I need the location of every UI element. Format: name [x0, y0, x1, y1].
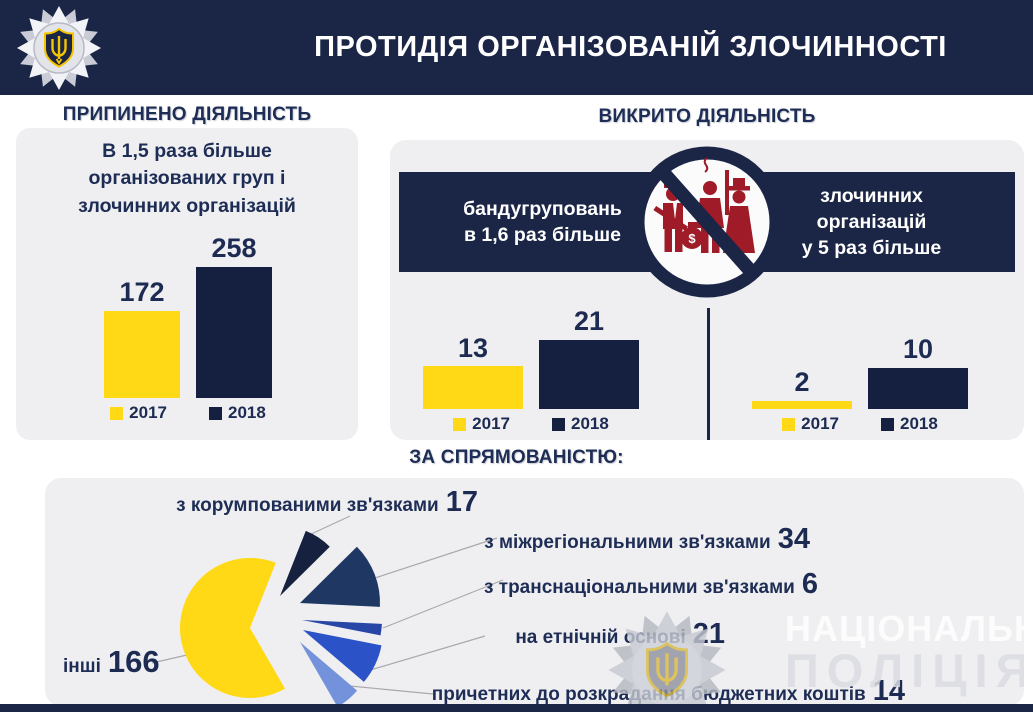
banner-right-line2: організацій: [816, 210, 927, 233]
pie-label-text: інші: [63, 656, 101, 677]
pie-chart: [151, 515, 504, 706]
banner-right-line1: злочинних: [820, 184, 923, 207]
pie-label-budget-embezzlement: причетних до розкрадання бюджетних кошті…: [432, 675, 905, 706]
legend-year-label: 2018: [228, 403, 266, 422]
page-title: ПРОТИДІЯ ОРГАНІЗОВАНІЙ ЗЛОЧИННОСТІ: [314, 31, 947, 63]
banner-left-text: бандугруповань в 1,6 раз більше: [425, 196, 660, 249]
bar-chart-stopped-activity: 172 258 2017 2018: [104, 234, 272, 423]
legend-item-2017: 2017: [453, 414, 510, 434]
legend-year-label: 2018: [571, 414, 609, 433]
banner-right-text: злочинних організацій у 5 раз більше: [754, 183, 989, 262]
bar-column-2017: 13: [423, 332, 523, 409]
pie-slice-14: [300, 642, 358, 706]
pie-label-others: інші 166: [63, 644, 160, 680]
pie-slices: [180, 530, 382, 706]
bar-column-2018: 21: [539, 307, 639, 409]
legend-year-label: 2017: [472, 414, 510, 433]
exposed-activity-card: бандугруповань в 1,6 раз більше злочинни…: [390, 140, 1024, 440]
pie-label-text: з транснаціональними зв'язками: [484, 577, 795, 598]
bars-row: 13 21: [423, 307, 639, 409]
pie-label-text: з міжрегіональними зв'язками: [484, 532, 771, 553]
legend-swatch: [110, 406, 124, 420]
header-bar: ПРОТИДІЯ ОРГАНІЗОВАНІЙ ЗЛОЧИННОСТІ: [0, 0, 1033, 95]
pie-slice-6: [302, 620, 382, 636]
bar-2017: [423, 366, 523, 409]
banner-right-line3: у 5 раз більше: [801, 237, 942, 260]
bars-row: 172 258: [104, 234, 272, 398]
pie-label-value: 6: [801, 568, 818, 600]
bar-value-label: 258: [211, 233, 257, 264]
stopped-activity-note: В 1,5 раза більше організованих груп і з…: [78, 140, 296, 217]
legend-item-2018: 2018: [881, 414, 938, 434]
legend-swatch: [453, 417, 467, 431]
bar-column-2018: 10: [868, 335, 968, 409]
bar-value-label: 172: [119, 276, 165, 307]
pie-label-text: на етнічній основі: [515, 627, 686, 648]
pie-label-value: 14: [872, 675, 905, 706]
vertical-divider: [707, 308, 710, 440]
pie-label-value: 17: [445, 486, 478, 518]
bar-column-2018: 258: [196, 234, 272, 398]
pie-label-corrupt-ties: з корумпованими зв'язками 17: [176, 486, 478, 519]
legend-item-2018: 2018: [209, 403, 266, 423]
svg-text:$: $: [688, 231, 696, 246]
bar-value-label: 13: [457, 332, 489, 363]
exposed-activity-heading: ВИКРИТО ДІЯЛЬНІСТЬ: [598, 106, 816, 127]
pie-slice-166: [180, 557, 285, 698]
chart-legend: 2017 2018: [110, 403, 266, 423]
pie-label-transnational-ties: з транснаціональними зв'язками 6: [484, 568, 818, 601]
legend-swatch: [209, 406, 222, 420]
banner-left-line1: бандугруповань: [463, 197, 622, 220]
trident-icon: [51, 36, 67, 65]
legend-year-label: 2017: [801, 414, 839, 433]
bar-column-2017: 172: [104, 276, 180, 398]
bar-column-2017: 2: [752, 367, 852, 409]
banner-left-line2: в 1,6 раз більше: [464, 224, 621, 246]
legend-swatch: [782, 417, 796, 431]
bar-value-label: 10: [902, 334, 934, 365]
stopped-activity-heading: ПРИПИНЕНО ДІЯЛЬНІСТЬ: [62, 104, 312, 125]
pie-slice-21: [303, 630, 382, 682]
legend-swatch: [881, 417, 894, 431]
legend-year-label: 2018: [900, 414, 938, 433]
bars-row: 2 10: [752, 335, 968, 409]
orientation-heading: ЗА СПРЯМОВАНІСТЮ:: [409, 447, 624, 468]
pie-label-text: з корумпованими зв'язками: [176, 495, 439, 516]
pie-slice-17: [280, 530, 330, 596]
pie-label-text: причетних до розкрадання бюджетних кошті…: [431, 684, 866, 705]
bar-2018: [868, 368, 968, 409]
bar-2018: [196, 267, 272, 398]
pie-leader-lines: [151, 515, 504, 695]
bar-2017: [104, 310, 180, 398]
bar-2017: [752, 400, 852, 409]
bar-value-label: 21: [573, 306, 605, 337]
pie-slice-34: [300, 546, 380, 607]
bar-chart-criminal-orgs: 2 10 2017 2018: [752, 335, 968, 434]
pie-label-value: 34: [777, 523, 810, 555]
legend-item-2018: 2018: [552, 414, 609, 434]
pie-label-value: 21: [692, 618, 725, 650]
legend-item-2017: 2017: [782, 414, 839, 434]
footer-bar: [0, 704, 1033, 712]
orientation-card: з корумпованими зв'язками 17 з міжрегіон…: [45, 478, 1024, 706]
no-organized-crime-icon: $: [631, 146, 783, 298]
bar-2018: [539, 340, 639, 409]
chart-legend: 2017 2018: [453, 414, 609, 434]
bar-value-label: 2: [794, 367, 810, 398]
legend-swatch: [552, 417, 565, 431]
chart-legend: 2017 2018: [782, 414, 938, 434]
pie-label-value: 166: [107, 644, 160, 679]
legend-year-label: 2017: [129, 403, 167, 422]
pie-label-ethnic-basis: на етнічній основі 21: [515, 618, 725, 651]
bar-chart-gangs: 13 21 2017 2018: [423, 307, 639, 434]
pie-label-interregional-ties: з міжрегіональними зв'язками 34: [484, 523, 810, 556]
stopped-activity-card: В 1,5 раза більше організованих груп і з…: [16, 128, 358, 440]
police-badge-icon: [17, 6, 101, 90]
legend-item-2017: 2017: [110, 403, 167, 423]
sign-slash: [654, 164, 761, 281]
